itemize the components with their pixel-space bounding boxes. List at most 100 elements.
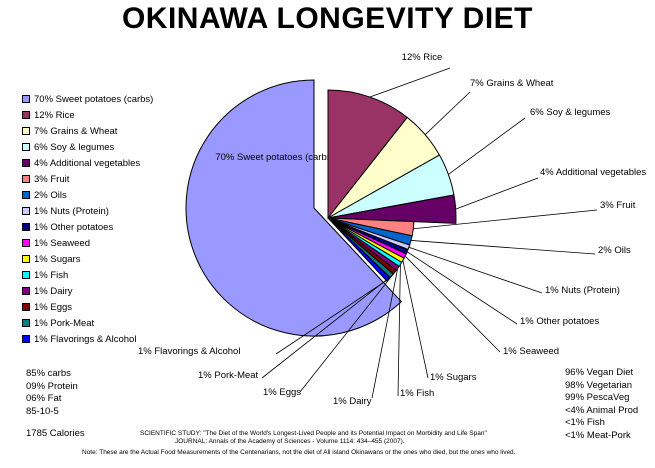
legend-label: 1% Nuts (Protein) — [34, 205, 109, 217]
leader-line — [371, 268, 399, 399]
slice-label: 1% Eggs — [263, 387, 301, 398]
legend-item: 4% Additional vegetables — [22, 155, 153, 171]
stat-line: <1% Fish — [565, 417, 605, 428]
legend-label: 70% Sweet potatoes (carbs) — [34, 93, 154, 105]
footnote: Note: These are the Actual Food Measurem… — [82, 449, 516, 456]
legend-item: 12% Rice — [22, 107, 153, 123]
legend-item: 1% Nuts (Protein) — [22, 203, 153, 219]
legend-label: 12% Rice — [34, 109, 75, 121]
legend-label: 1% Flavorings & Alcohol — [34, 333, 137, 345]
leader-line — [261, 275, 392, 379]
slice-label: 1% Fish — [400, 388, 434, 399]
diet-stats: 96% Vegan Diet 98% Vegetarian 99% PescaV… — [565, 367, 638, 442]
slice-label: 6% Soy & legumes — [530, 107, 611, 118]
leader-line — [406, 251, 518, 325]
slice-label: 4% Additional vegetables — [540, 167, 646, 178]
stat-line: <1% Meat-Pork — [565, 429, 631, 441]
leader-line — [455, 177, 539, 210]
slice-label: 3% Fruit — [600, 200, 636, 211]
legend-label: 7% Grains & Wheat — [34, 125, 118, 137]
legend-item: 1% Dairy — [22, 283, 153, 299]
legend-item: 1% Seaweed — [22, 235, 153, 251]
legend-label: 1% Sugars — [34, 253, 81, 265]
stat-line: 98% Vegetarian — [565, 379, 633, 391]
legend-item: 7% Grains & Wheat — [22, 123, 153, 139]
legend-swatch — [22, 207, 30, 215]
legend-swatch — [22, 271, 30, 279]
legend-label: 2% Oils — [34, 189, 67, 201]
leader-line — [404, 255, 501, 353]
legend-item: 70% Sweet potatoes (carbs) — [22, 91, 153, 107]
leader-line — [448, 117, 526, 175]
study-citation: SCIENTIFIC STUDY: "The Diet of the World… — [140, 430, 487, 437]
leader-line — [410, 240, 596, 255]
stat-line: 96% Vegan Diet — [565, 367, 634, 378]
legend-swatch — [22, 159, 30, 167]
macro-stats: 85% carbs 09% Protein 06% Fat 85-10-5 — [26, 368, 78, 418]
legend-item: 1% Sugars — [22, 251, 153, 267]
slice-label: 1% Dairy — [333, 396, 372, 407]
legend-label: 3% Fruit — [34, 173, 70, 185]
slice-label: 1% Sugars — [430, 372, 477, 383]
stat-line: <4% Animal Prod — [565, 404, 639, 416]
legend-item: 1% Eggs — [22, 299, 153, 315]
slice-label: 1% Nuts (Protein) — [545, 285, 620, 296]
legend-swatch — [22, 303, 30, 311]
slice-label: 2% Oils — [598, 245, 631, 256]
legend: 70% Sweet potatoes (carbs) 12% Rice 7% Gra… — [22, 91, 153, 347]
slice-label: 1% Other potatoes — [520, 316, 599, 327]
legend-label: 1% Pork-Meat — [34, 317, 95, 329]
pie-slice — [327, 89, 408, 220]
slice-label: 1% Pork-Meat — [198, 370, 259, 381]
legend-swatch — [22, 191, 30, 199]
slice-label: 1% Seaweed — [503, 346, 559, 357]
leader-line — [397, 264, 401, 397]
legend-swatch — [22, 255, 30, 263]
leader-line — [275, 278, 389, 355]
slice-label: 7% Grains & Wheat — [470, 78, 554, 89]
stat-line: 85% carbs — [26, 368, 71, 379]
legend-label: 4% Additional vegetables — [34, 157, 141, 169]
legend-label: 1% Fish — [34, 269, 69, 281]
legend-swatch — [22, 127, 30, 135]
chart-title: OKINAWA LONGEVITY DIET — [121, 2, 534, 35]
calories-text: 1785 Calories — [26, 428, 85, 439]
slice-label: 1% Flavorings & Alcohol — [138, 346, 240, 357]
legend-item: 2% Oils — [22, 187, 153, 203]
legend-swatch — [22, 239, 30, 247]
leader-line — [408, 246, 543, 294]
legend-swatch — [22, 319, 30, 327]
journal-citation: JOURNAL: Annals of the Academy of Scienc… — [175, 438, 405, 445]
legend-swatch — [22, 95, 30, 103]
legend-swatch — [22, 335, 30, 343]
slice-label: 70% Sweet potatoes (carbs) — [215, 152, 334, 163]
leader-line — [424, 91, 471, 135]
legend-item: 1% Fish — [22, 267, 153, 283]
legend-swatch — [22, 287, 30, 295]
legend-swatch — [22, 111, 30, 119]
legend-label: 6% Soy & legumes — [34, 141, 115, 153]
legend-swatch — [22, 175, 30, 183]
stat-line: 06% Fat — [26, 393, 62, 404]
stat-line: 09% Protein — [26, 380, 78, 392]
legend-label: 1% Eggs — [34, 301, 73, 313]
leader-line — [413, 209, 598, 230]
legend-item: 1% Flavorings & Alcohol — [22, 331, 153, 347]
legend-swatch — [22, 223, 30, 231]
pie-slice — [185, 79, 403, 337]
leader-line — [402, 260, 429, 379]
legend-label: 1% Dairy — [34, 285, 73, 297]
slice-label: 12% Rice — [402, 52, 443, 63]
stat-line: 85-10-5 — [26, 405, 59, 417]
stat-line: 99% PescaVeg — [565, 392, 630, 403]
pie-slice — [327, 217, 391, 282]
legend-label: 1% Seaweed — [34, 237, 90, 249]
legend-item: 1% Pork-Meat — [22, 315, 153, 331]
legend-swatch — [22, 143, 30, 151]
legend-item: 1% Other potatoes — [22, 219, 153, 235]
leader-line — [299, 271, 396, 393]
leader-line — [369, 67, 451, 98]
legend-item: 6% Soy & legumes — [22, 139, 153, 155]
legend-label: 1% Other potatoes — [34, 221, 114, 233]
